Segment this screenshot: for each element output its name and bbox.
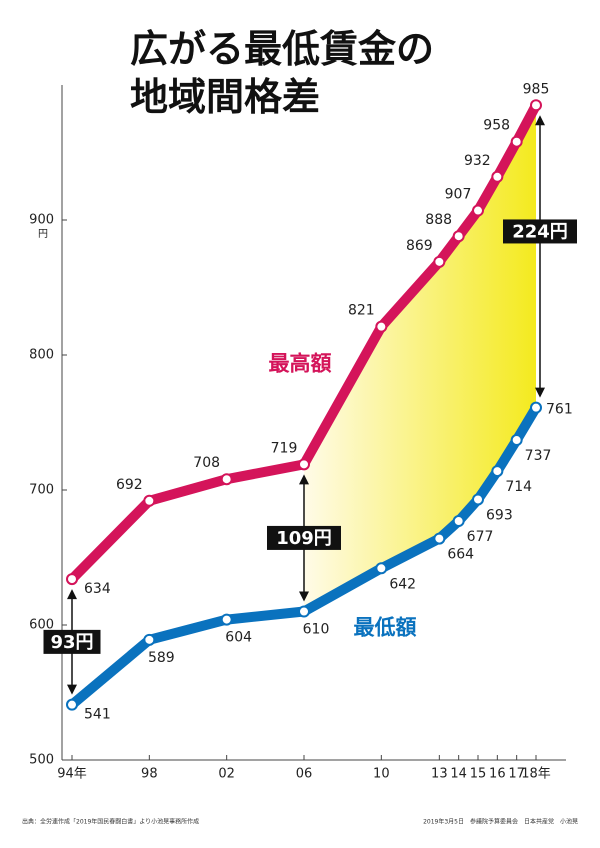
value-label: 761: [546, 402, 573, 418]
x-tick-label: 02: [218, 767, 235, 782]
point: [143, 494, 156, 507]
value-label: 664: [447, 547, 474, 563]
y-tick-label: 800: [29, 348, 54, 363]
point: [143, 633, 156, 646]
x-tick-label: 13: [431, 767, 448, 782]
point: [220, 613, 233, 626]
arrow-head: [299, 474, 309, 485]
value-label: 604: [225, 630, 252, 646]
point: [472, 493, 484, 506]
y-tick-label: 900: [29, 213, 54, 228]
y-tick-label: 500: [29, 753, 54, 768]
value-label: 958: [483, 118, 510, 134]
point: [298, 605, 310, 618]
value-label: 634: [84, 581, 111, 597]
series-label: 最低額: [354, 615, 417, 639]
point: [452, 230, 465, 243]
gap-label: 109円: [276, 528, 332, 549]
point: [510, 135, 523, 148]
value-label: 985: [523, 81, 550, 97]
point: [66, 573, 78, 586]
point: [375, 562, 388, 575]
point: [66, 698, 78, 711]
point: [472, 204, 484, 217]
value-label: 932: [464, 153, 491, 169]
value-label: 692: [116, 477, 143, 493]
value-label: 907: [445, 187, 472, 203]
point: [220, 473, 233, 486]
chart-title: 広がる最低賃金の: [130, 27, 434, 71]
x-tick-label: 94年: [57, 767, 87, 782]
value-label: 589: [148, 650, 175, 666]
y-tick-label: 700: [29, 483, 54, 498]
value-label: 693: [486, 507, 513, 523]
point: [375, 320, 388, 333]
point: [298, 458, 310, 471]
gap-label-box: [267, 525, 341, 550]
arrow-head: [535, 115, 545, 126]
arrow-head: [67, 589, 77, 600]
source: 出典：全労連作成「2019年国民春闘白書」より小池晃事務所作成: [22, 818, 199, 826]
value-label: 677: [467, 529, 494, 545]
point: [530, 401, 542, 414]
gap-label-box: [43, 629, 101, 654]
value-label: 541: [84, 707, 111, 723]
chart-title: 地域間格差: [130, 75, 320, 119]
point: [491, 170, 504, 183]
value-label: 719: [271, 440, 298, 456]
arrow-head: [299, 591, 309, 602]
gap-label-box: [503, 219, 577, 244]
x-tick-label: 18年: [521, 767, 551, 782]
x-tick-label: 06: [296, 767, 313, 782]
point: [510, 434, 523, 447]
value-label: 708: [193, 455, 220, 471]
gap-label: 224円: [512, 221, 568, 242]
point: [491, 465, 504, 478]
y-tick-label: 600: [29, 618, 54, 633]
x-tick-label: 98: [141, 767, 158, 782]
point: [452, 515, 465, 528]
value-label: 888: [425, 212, 452, 228]
x-tick-label: 14: [450, 767, 467, 782]
y-unit: 円: [38, 229, 48, 240]
gap-label: 93円: [50, 632, 93, 653]
x-tick-label: 17: [508, 767, 525, 782]
value-label: 610: [303, 622, 330, 638]
x-tick-label: 15: [470, 767, 487, 782]
arrow-head: [67, 684, 77, 695]
credit: 2019年3月5日 参議院予算委員会 日本共産党 小池晃: [423, 818, 578, 826]
point: [433, 532, 446, 545]
value-label: 737: [525, 448, 552, 464]
value-label: 869: [406, 238, 433, 254]
x-tick-label: 10: [373, 767, 390, 782]
point: [530, 99, 542, 112]
value-label: 714: [505, 479, 532, 495]
gap-area: [304, 105, 536, 612]
series-label: 最高額: [269, 351, 332, 375]
value-label: 821: [348, 303, 375, 319]
arrow-head: [535, 387, 545, 398]
point: [433, 255, 446, 268]
x-tick-label: 16: [489, 767, 506, 782]
value-label: 642: [389, 576, 416, 592]
